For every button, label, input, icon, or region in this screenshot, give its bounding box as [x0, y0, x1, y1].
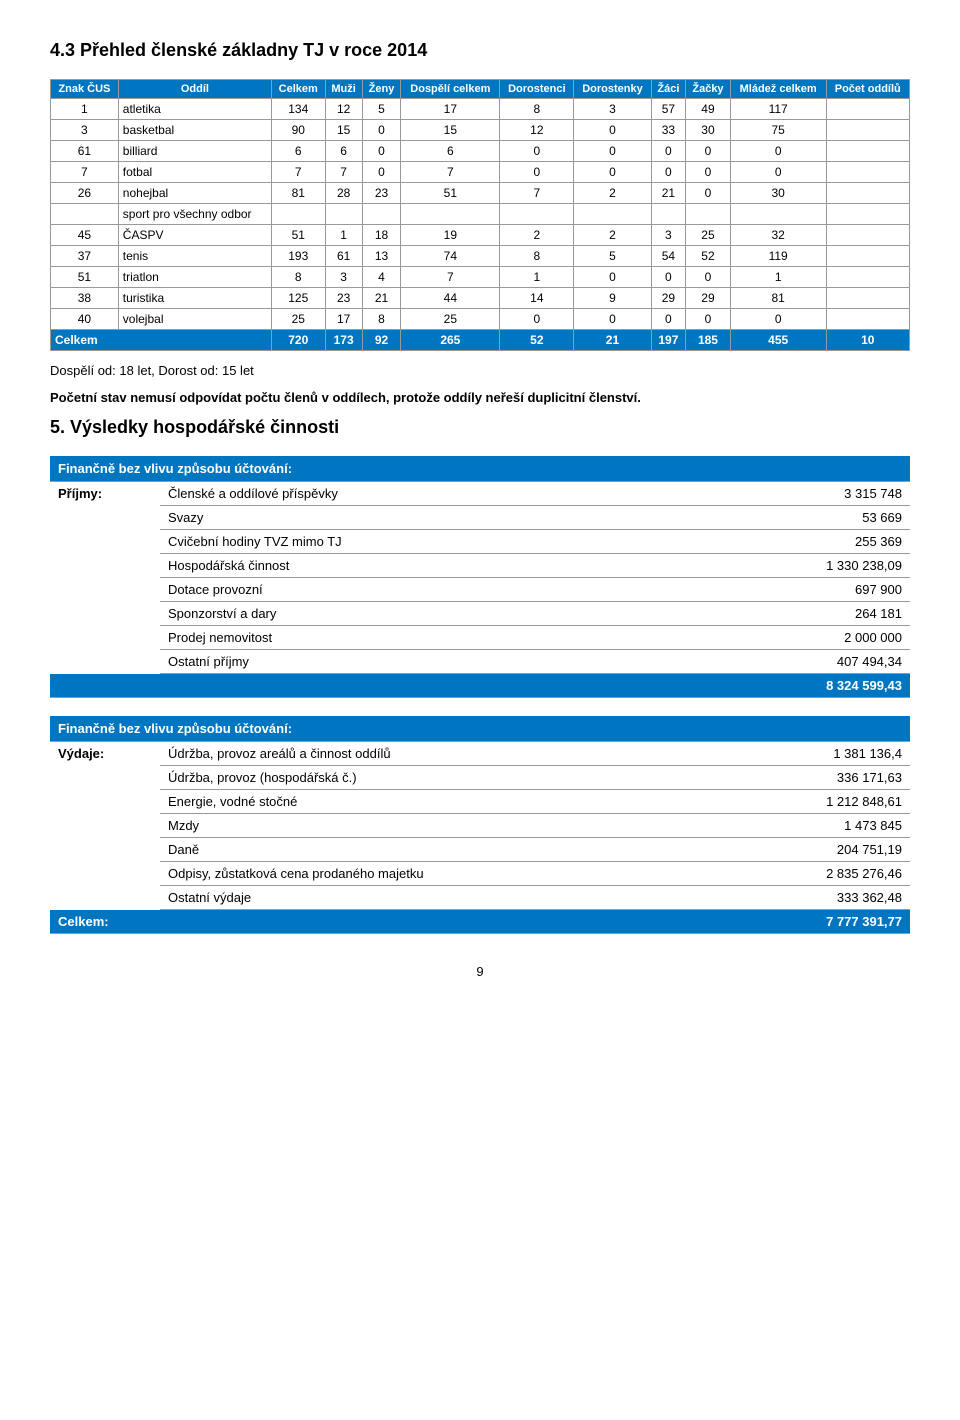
section-43-title: 4.3 Přehled členské základny TJ v roce 2… [50, 40, 910, 61]
table-header: Počet oddílů [826, 80, 910, 99]
table-row: Sponzorství a dary264 181 [50, 602, 910, 626]
page-number: 9 [50, 964, 910, 979]
table-header: Žáci [651, 80, 685, 99]
table-row: Odpisy, zůstatková cena prodaného majetk… [50, 862, 910, 886]
table-header: Žačky [686, 80, 731, 99]
table-header: Dospělí celkem [401, 80, 500, 99]
table-row: Prodej nemovitost2 000 000 [50, 626, 910, 650]
table-row: Ostatní výdaje333 362,48 [50, 886, 910, 910]
table-header: Ženy [362, 80, 401, 99]
table-row: Údržba, provoz (hospodářská č.)336 171,6… [50, 766, 910, 790]
table-total-row: Celkem:7 777 391,77 [50, 910, 910, 934]
table-row: 61billiard660600000 [51, 141, 910, 162]
table-row: 7fotbal770700000 [51, 162, 910, 183]
table-header: Mládež celkem [730, 80, 826, 99]
table-row: Příjmy:Členské a oddílové příspěvky3 315… [50, 482, 910, 506]
table-row: sport pro všechny odbor [51, 204, 910, 225]
table-header: Znak ČUS [51, 80, 119, 99]
table-row: 1atletika13412517835749117 [51, 99, 910, 120]
row-group-label: Příjmy: [50, 482, 160, 674]
table-row: 38turistika125232144149292981 [51, 288, 910, 309]
section-5-title: 5. Výsledky hospodářské činnosti [50, 417, 910, 438]
table-header: Oddíl [118, 80, 271, 99]
expenses-table: Finančně bez vlivu způsobu účtování:Výda… [50, 716, 910, 934]
table-row: Ostatní příjmy407 494,34 [50, 650, 910, 674]
table-row: Energie, vodné stočné1 212 848,61 [50, 790, 910, 814]
note-duplicity: Početní stav nemusí odpovídat počtu člen… [50, 390, 910, 405]
table-header: Muži [325, 80, 362, 99]
table-header: Dorostenky [574, 80, 651, 99]
table-total-row: 8 324 599,43 [50, 674, 910, 698]
members-table: Znak ČUSOddílCelkemMužiŽenyDospělí celke… [50, 79, 910, 351]
table-header: Celkem [271, 80, 325, 99]
table-total-row: Celkem72017392265522119718545510 [51, 330, 910, 351]
table-row: 40volejbal251782500000 [51, 309, 910, 330]
table-row: Daně204 751,19 [50, 838, 910, 862]
table-header: Dorostenci [500, 80, 574, 99]
table-row: 37tenis193611374855452119 [51, 246, 910, 267]
table-row: Výdaje:Údržba, provoz areálů a činnost o… [50, 742, 910, 766]
table-row: 26nohejbal812823517221030 [51, 183, 910, 204]
table-row: Hospodářská činnost1 330 238,09 [50, 554, 910, 578]
row-group-label: Výdaje: [50, 742, 160, 910]
income-table: Finančně bez vlivu způsobu účtování:Příj… [50, 456, 910, 698]
note-ages: Dospělí od: 18 let, Dorost od: 15 let [50, 363, 910, 378]
table-row: 51triatlon834710001 [51, 267, 910, 288]
table-header-row: Finančně bez vlivu způsobu účtování: [50, 716, 910, 742]
table-row: 3basketbal9015015120333075 [51, 120, 910, 141]
table-row: Dotace provozní697 900 [50, 578, 910, 602]
table-row: 45ČASPV51118192232532 [51, 225, 910, 246]
table-row: Mzdy1 473 845 [50, 814, 910, 838]
table-header-row: Finančně bez vlivu způsobu účtování: [50, 456, 910, 482]
table-row: Svazy53 669 [50, 506, 910, 530]
table-row: Cvičební hodiny TVZ mimo TJ255 369 [50, 530, 910, 554]
